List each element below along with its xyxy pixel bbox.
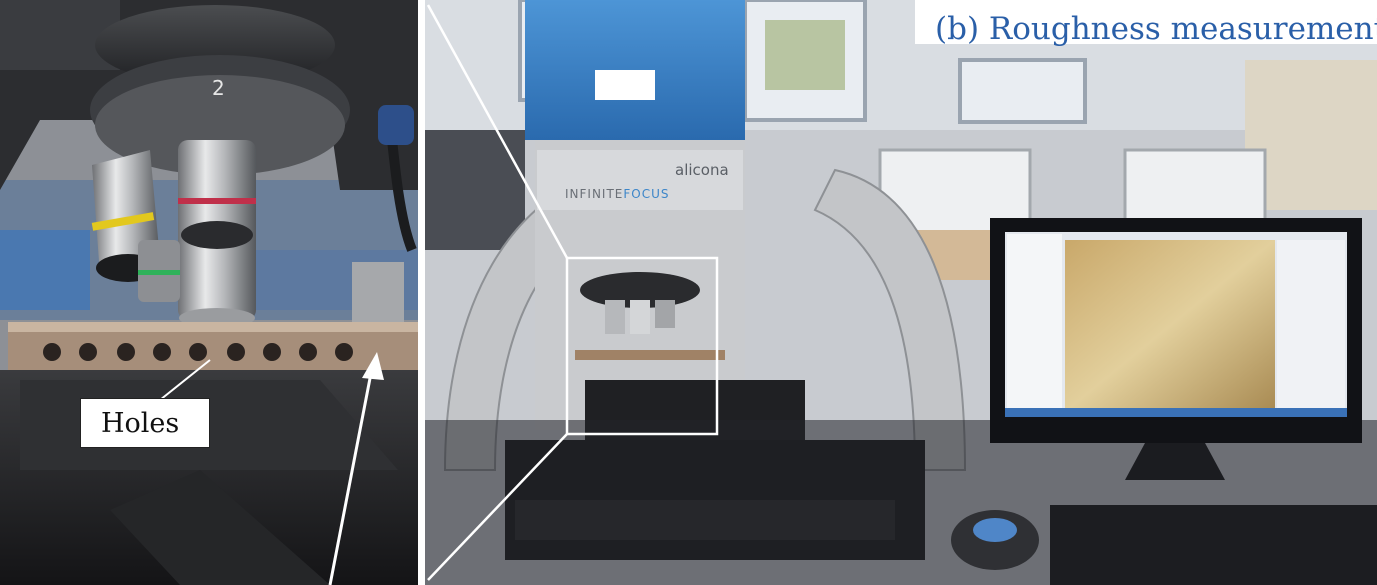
specimen-arrow-line xyxy=(328,367,374,585)
holes-label: Holes xyxy=(80,398,210,448)
setup-photo: alicona INFINITEFOCUS xyxy=(425,0,1377,585)
objective-lens-back xyxy=(138,240,180,302)
keyboard xyxy=(1050,505,1377,585)
brand-text: alicona xyxy=(675,161,729,179)
setup-specimen xyxy=(575,350,725,360)
poster-right xyxy=(958,58,1087,124)
holes-pointer-line xyxy=(159,359,211,401)
objective-lens-right xyxy=(178,140,256,328)
closeup-illustration: 2 xyxy=(0,0,418,585)
specimen-rail xyxy=(8,322,418,370)
setup-illustration: alicona INFINITEFOCUS xyxy=(425,0,1377,585)
model-prefix-text: INFINITE xyxy=(565,187,623,201)
monitor xyxy=(990,218,1362,480)
turret-number: 2 xyxy=(212,76,225,100)
zoom-region-box xyxy=(565,256,719,436)
closeup-photo: 2 xyxy=(0,0,418,585)
setup-turret xyxy=(580,272,700,308)
model-suffix-text: FOCUS xyxy=(623,187,669,201)
specimen-arrowhead xyxy=(362,352,384,380)
svg-text:INFINITEFOCUS: INFINITEFOCUS xyxy=(565,187,670,201)
figure-caption: (b) Roughness measurement xyxy=(915,0,1377,45)
